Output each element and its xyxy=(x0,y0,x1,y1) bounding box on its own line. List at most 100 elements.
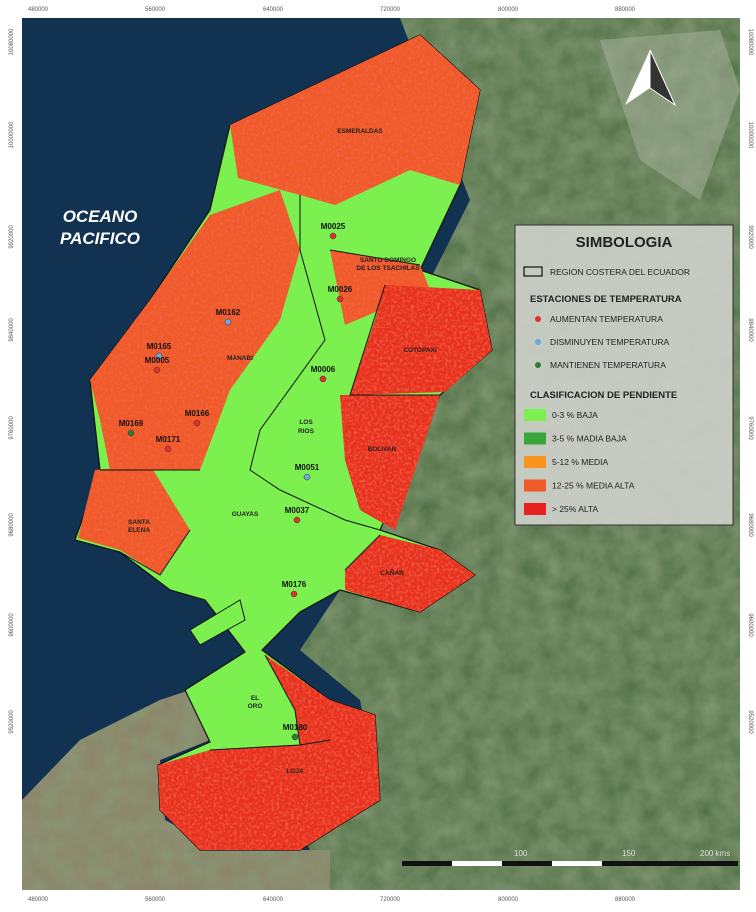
legend-slope-label: > 25% ALTA xyxy=(552,504,599,514)
slope-swatch xyxy=(524,432,546,445)
cotopaxi-slope xyxy=(350,285,492,395)
y-coord-label: 9680000 xyxy=(747,513,753,537)
puna-island xyxy=(189,599,246,646)
station-label: M0171 xyxy=(156,435,181,444)
station-marker xyxy=(293,516,301,524)
station-marker xyxy=(155,352,163,360)
peru-land xyxy=(22,690,330,890)
station-marker xyxy=(164,445,172,453)
scale-labels: 100 150 200 kms xyxy=(514,849,730,858)
station-marker xyxy=(303,473,311,481)
y-coord-label: 9600000 xyxy=(9,613,15,637)
clouds xyxy=(600,30,740,200)
slope-swatch xyxy=(524,409,546,421)
station-label: M0005 xyxy=(145,356,170,365)
loja-el-oro-slope xyxy=(158,655,380,850)
x-coord-label: 480000 xyxy=(28,897,49,903)
station-marker xyxy=(329,232,337,240)
legend-heading: ESTACIONES DE TEMPERATURA xyxy=(530,294,682,305)
province-borders xyxy=(100,195,440,751)
x-coord-label: 480000 xyxy=(28,7,49,13)
station-label: M0026 xyxy=(328,285,353,294)
y-coord-label: 9760000 xyxy=(747,416,753,440)
north-arrow-left xyxy=(625,50,650,105)
legend-station-label: MANTIENEN TEMPERATURA xyxy=(550,360,666,370)
scale-label: 200 kms xyxy=(700,849,730,858)
station-label: M0176 xyxy=(282,580,307,589)
station-label: M0169 xyxy=(119,419,144,428)
slope-swatch xyxy=(524,503,546,515)
y-coord-label: 10000000 xyxy=(747,122,753,149)
province-label: CAÑAR xyxy=(380,568,404,577)
y-coord-label: 9520000 xyxy=(747,710,753,734)
manabi-slope xyxy=(90,190,300,470)
x-coord-label: 720000 xyxy=(380,897,401,903)
y-coord-label: 10080000 xyxy=(747,29,753,56)
y-coord-label: 10080000 xyxy=(9,28,15,55)
province-label: SANTA xyxy=(128,519,150,526)
province-label: ESMERALDAS xyxy=(337,128,383,135)
santo-domingo-slope xyxy=(330,250,430,325)
province-label: ORO xyxy=(248,703,263,710)
scale-label: 100 xyxy=(514,849,528,858)
coordinate-labels: 480000 480000 560000 560000 640000 640000 7200… xyxy=(9,7,753,903)
province-label: MANABI xyxy=(227,355,253,362)
station-marker xyxy=(319,375,327,383)
station-label: M0051 xyxy=(295,463,320,472)
station-label: M0165 xyxy=(147,342,172,351)
province-labels: OCEANO PACIFICO ESMERALDAS SANTO DOMINGODE … xyxy=(60,128,437,775)
legend-heading: CLASIFICACION DE PENDIENTE xyxy=(530,390,677,401)
north-arrow-right xyxy=(649,49,677,107)
x-coord-label: 880000 xyxy=(615,897,636,903)
legend: SIMBOLOGIA REGION COSTERA DEL ECUADOR ESTA… xyxy=(523,234,690,515)
province-label: LOS xyxy=(299,419,313,426)
legend-box xyxy=(514,224,734,526)
province-label: BOLIVAR xyxy=(368,446,397,453)
x-coord-label: 800000 xyxy=(498,7,519,13)
province-label: GUAYAS xyxy=(232,511,259,518)
legend-station-label: DISMINUYEN TEMPERATURA xyxy=(550,337,670,347)
station-label: M0162 xyxy=(216,308,241,317)
slope-swatch xyxy=(524,479,546,492)
y-coord-label: 9840000 xyxy=(9,318,15,342)
scale-bar-segment xyxy=(602,861,738,866)
ocean-label: PACIFICO xyxy=(60,229,140,248)
station-label: M0166 xyxy=(185,409,210,418)
legend-title: SIMBOLOGIA xyxy=(576,234,673,251)
province-label: SANTO DOMINGO xyxy=(360,257,416,264)
scale-bar xyxy=(402,861,738,866)
province-label: LOJA xyxy=(286,768,304,775)
esmeraldas-slope xyxy=(230,35,480,205)
coastal-region xyxy=(74,34,493,851)
station-marker xyxy=(336,295,344,303)
station-marker xyxy=(291,733,299,741)
scale-bar-segment xyxy=(402,861,452,866)
province-label: COTOPAXI xyxy=(403,347,437,354)
ocean-label: OCEANO xyxy=(63,207,138,226)
province-label: EL xyxy=(251,695,259,702)
x-coord-label: 880000 xyxy=(615,7,636,13)
y-coord-label: 9920000 xyxy=(9,225,15,249)
station-marker xyxy=(153,366,161,374)
x-coord-label: 640000 xyxy=(263,897,284,903)
slope-swatch xyxy=(524,456,546,468)
y-coord-label: 9600000 xyxy=(747,613,753,637)
y-coord-label: 9520000 xyxy=(9,710,15,734)
station-marker xyxy=(224,318,232,326)
stations: M0025 M0026 M0162 M0165 M0005 M0006 M0166 M0169… xyxy=(119,222,353,741)
station-label: M0025 xyxy=(321,222,346,231)
y-coord-label: 9840000 xyxy=(747,318,753,342)
santa-elena-slope xyxy=(78,465,190,575)
y-coord-label: 9760000 xyxy=(9,416,15,440)
station-swatch xyxy=(535,339,541,345)
province-label: DE LOS TSACHILAS xyxy=(356,265,420,272)
station-swatch xyxy=(535,362,541,368)
legend-slope-label: 12-25 % MEDIA ALTA xyxy=(552,481,635,491)
y-coord-label: 9920000 xyxy=(747,225,753,249)
station-marker xyxy=(127,429,135,437)
province-label: RIOS xyxy=(298,428,315,435)
scale-bar-track xyxy=(402,861,738,866)
scale-bar-segment xyxy=(502,861,552,866)
legend-slope-label: 3-5 % MADIA BAJA xyxy=(552,434,627,444)
